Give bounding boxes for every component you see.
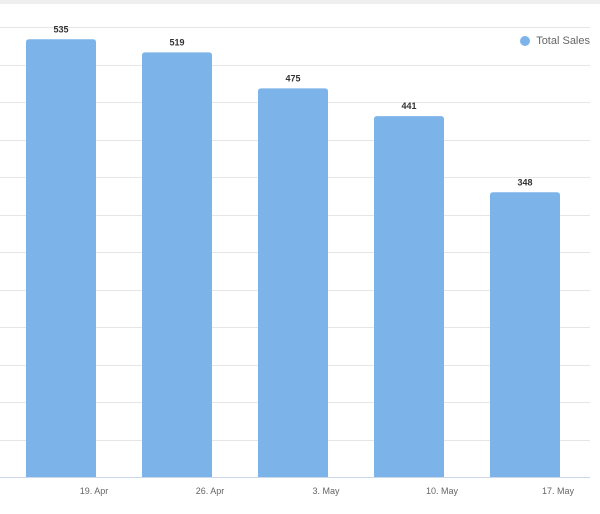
bar-3-may[interactable] <box>258 88 328 477</box>
x-tick-label: 3. May <box>312 486 340 496</box>
data-label: 535 <box>53 24 68 34</box>
x-tick-label: 26. Apr <box>196 486 225 496</box>
bar-26-apr[interactable] <box>142 52 212 477</box>
legend-swatch-icon <box>520 36 531 46</box>
bar-17-may[interactable] <box>490 192 560 478</box>
data-label: 475 <box>285 73 300 83</box>
x-tick-label: 10. May <box>426 486 459 496</box>
x-tick-label: 17. May <box>542 486 575 496</box>
bar-19-apr[interactable] <box>26 39 96 477</box>
data-label: 519 <box>169 37 184 47</box>
x-tick-label: 19. Apr <box>80 486 109 496</box>
data-label: 441 <box>401 101 416 111</box>
data-label: 348 <box>517 177 532 187</box>
legend-label: Total Sales <box>536 35 590 47</box>
bar-10-may[interactable] <box>374 116 444 477</box>
top-divider <box>0 0 600 4</box>
legend-item-total-sales[interactable]: Total Sales <box>520 35 590 47</box>
